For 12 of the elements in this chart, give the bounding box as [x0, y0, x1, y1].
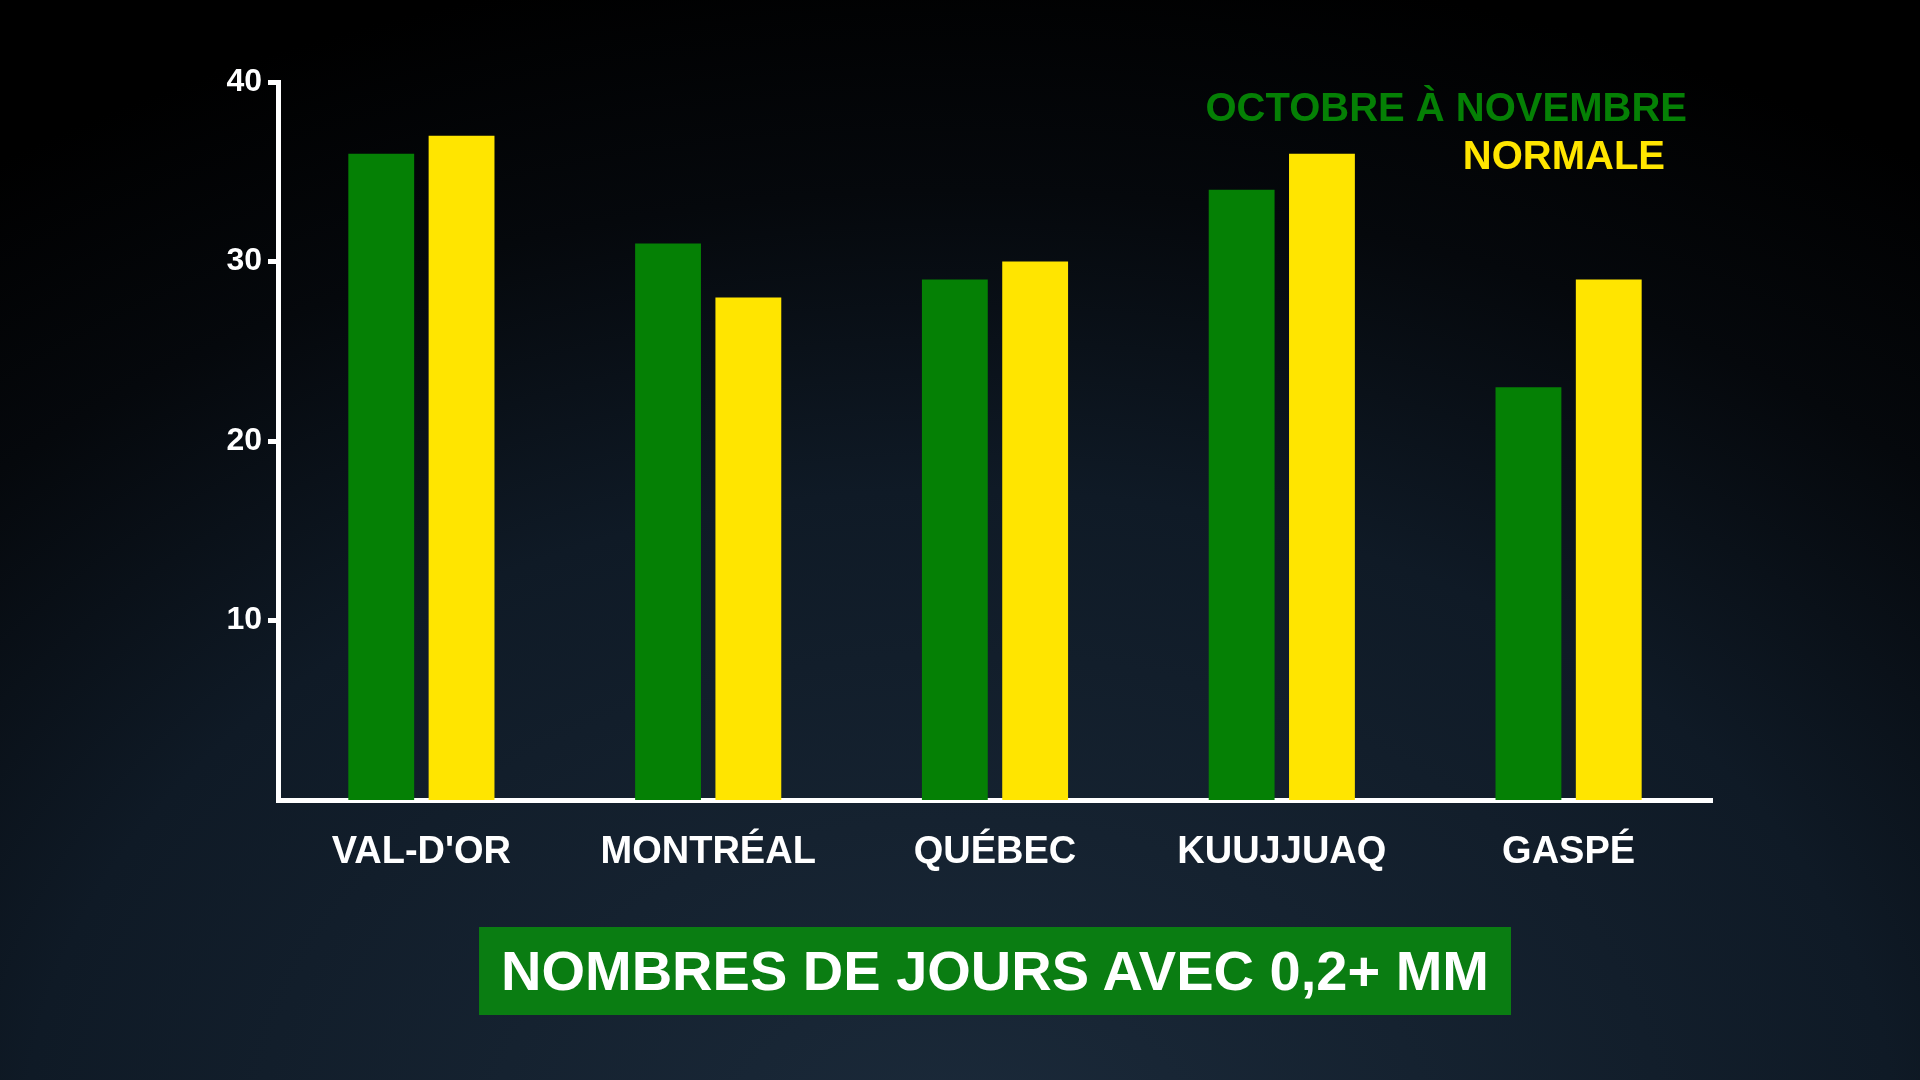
text: NOMBRES DE JOURS AVEC 0,2+ MM: [479, 927, 1511, 1015]
x-tick-label: QUÉBEC: [913, 828, 1077, 872]
x-tick-label: GASPÉ: [1502, 828, 1636, 872]
x-tick-label: VAL-D'OR: [331, 829, 512, 872]
x-tick-label: MONTRÉAL: [600, 828, 816, 872]
series-label: OCTOBRE À NOVEMBRE: [1205, 85, 1687, 130]
y-tick-label: 20: [226, 420, 262, 457]
y-tick-label: 30: [226, 241, 262, 278]
x-tick-label: KUUJJUAQ: [1177, 829, 1387, 872]
text: NORMALE: [1462, 133, 1665, 178]
y-tick-label: 40: [226, 61, 262, 98]
y-tick-label: 10: [226, 600, 262, 637]
